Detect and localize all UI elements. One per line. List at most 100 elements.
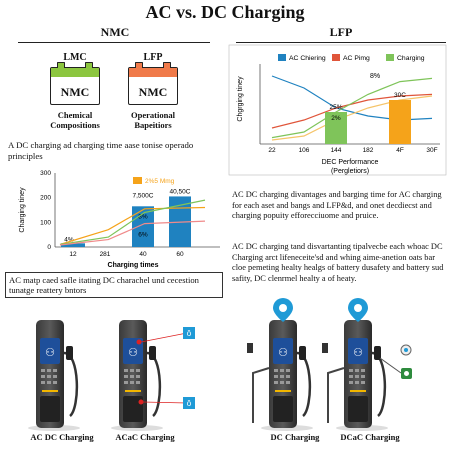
- charger-cable: [63, 351, 79, 417]
- left-chart-series-line: [59, 199, 206, 246]
- nmc-heading: NMC: [100, 25, 130, 39]
- charger-screen: [348, 338, 368, 364]
- charger-key: [124, 381, 128, 384]
- charger-key: [53, 369, 57, 372]
- charger-cable: [371, 351, 387, 417]
- charger-connector: [149, 346, 156, 360]
- left-chart-legend-label: 2%5 Mmg: [145, 178, 175, 185]
- left-chart-xtick: 60: [176, 251, 184, 258]
- charger-key: [361, 381, 365, 384]
- charger4-label: DCaC Charging: [340, 432, 400, 442]
- charger-key: [355, 381, 359, 384]
- charger-screen: [40, 338, 60, 364]
- left-chart-ytick: 0: [47, 244, 51, 251]
- charger-connector: [299, 346, 306, 360]
- svg-text:ô: ô: [187, 329, 192, 338]
- left-chart-series-line: [59, 206, 206, 246]
- battery2-icon: NMC: [128, 62, 178, 105]
- charger-station-2: ⚇ ô ô: [111, 320, 195, 431]
- charger-key: [286, 381, 290, 384]
- charger-key: [53, 381, 57, 384]
- charger-plug-icon: ⚇: [278, 347, 288, 359]
- charger-key: [286, 369, 290, 372]
- charger-key: [41, 381, 45, 384]
- charger2-label: ACaC Charging: [115, 432, 175, 442]
- charger-key: [274, 369, 278, 372]
- charger-key: [349, 369, 353, 372]
- right-chart-legend-label: AC Pimg: [343, 55, 370, 62]
- right-chart-xtick: 4F: [396, 147, 404, 154]
- left-chart-bar-top-label: 40,50C: [170, 188, 191, 195]
- right-chart-bar-top-label: 30C: [394, 92, 406, 99]
- left-chart-bar-top-label: 7,500C: [133, 192, 154, 199]
- right-chart-bar-label: 25%: [329, 104, 342, 111]
- caption-operational: Operational Bapeitiors: [131, 110, 175, 130]
- right-chart-bar: [325, 112, 347, 144]
- callout-box: [183, 327, 195, 339]
- page-title: AC vs. DC Charging: [145, 2, 305, 22]
- left-chart-bar: [61, 243, 85, 247]
- right-chart-bar-label: 2%: [331, 115, 341, 122]
- left-chart-ytick: 200: [40, 195, 51, 202]
- charger-key: [355, 369, 359, 372]
- battery1-text: NMC: [60, 85, 90, 99]
- charger-station-3: ⚇: [247, 298, 313, 431]
- right-chart-border: [228, 44, 447, 176]
- right-chart-legend-swatch: [278, 54, 286, 61]
- charger-key: [280, 381, 284, 384]
- right-chart-annotation: 8%: [370, 73, 380, 80]
- charger3-label: DC Charging: [270, 432, 320, 442]
- charger-key: [130, 381, 134, 384]
- charger-key: [130, 369, 134, 372]
- charger-connector: [374, 346, 381, 360]
- charger-key: [136, 369, 140, 372]
- charger-cable: [296, 351, 312, 417]
- right-chart-legend-swatch: [386, 54, 394, 61]
- battery2-label: LFP: [143, 52, 163, 63]
- charger-key: [280, 369, 284, 372]
- left-chart-xtick: 40: [139, 251, 147, 258]
- callout-dot: [136, 339, 142, 345]
- charger-plug-icon: ⚇: [128, 347, 138, 359]
- right-chart-series-line: [271, 77, 433, 139]
- charger-holster: [247, 343, 253, 353]
- right-chart-xtick: 30F: [426, 147, 437, 154]
- left-chart-bar-label: 8%: [138, 213, 148, 220]
- battery2-text: NMC: [138, 85, 168, 99]
- right-chart-xtick: 106: [299, 147, 310, 154]
- charger-key: [47, 381, 51, 384]
- right-chart-series-line: [271, 93, 433, 129]
- right-chart-legend-swatch: [332, 54, 340, 61]
- charger-plug-icon: ⚇: [353, 347, 363, 359]
- charger-key: [274, 375, 278, 378]
- left-chart: Charging tiney 0 100 200 300 4% 8% 6% 7,500C 40…: [19, 170, 220, 269]
- right-chart: AC Chiering AC Pimg Charging Chgrging tine…: [228, 44, 447, 176]
- right-paragraph-1: AC DC charging divantages and barging ti…: [232, 190, 442, 220]
- left-chart-bar-label: 4%: [64, 236, 74, 243]
- right-chart-bar: [389, 100, 411, 144]
- right-chart-series-line: [271, 95, 433, 141]
- charger-key: [349, 375, 353, 378]
- lfp-rule: [236, 42, 446, 43]
- charger-cable: [146, 351, 162, 417]
- charger-key: [280, 375, 284, 378]
- right-chart-legend-label: Charging: [397, 55, 425, 62]
- charger-key: [47, 369, 51, 372]
- left-chart-xlabel: Charging times: [108, 262, 159, 269]
- charger-station-4: ⚇: [322, 298, 412, 431]
- charger-key: [355, 375, 359, 378]
- charger1-label: AC DC Charging: [30, 432, 94, 442]
- charger-connector: [66, 346, 73, 360]
- charger-plug-icon: ⚇: [45, 347, 55, 359]
- left-chart-bar: [132, 206, 154, 247]
- charger-key: [53, 375, 57, 378]
- battery1-icon: NMC: [50, 62, 100, 105]
- charger-key: [361, 375, 365, 378]
- right-chart-legend-label: AC Chiering: [289, 55, 326, 62]
- charger-station-1: ⚇: [28, 320, 80, 431]
- left-chart-ylabel: Charging tiney: [19, 187, 26, 233]
- charger-key: [124, 369, 128, 372]
- left-chart-ytick: 100: [40, 219, 51, 226]
- charger-holster: [322, 343, 328, 353]
- charger-key: [286, 375, 290, 378]
